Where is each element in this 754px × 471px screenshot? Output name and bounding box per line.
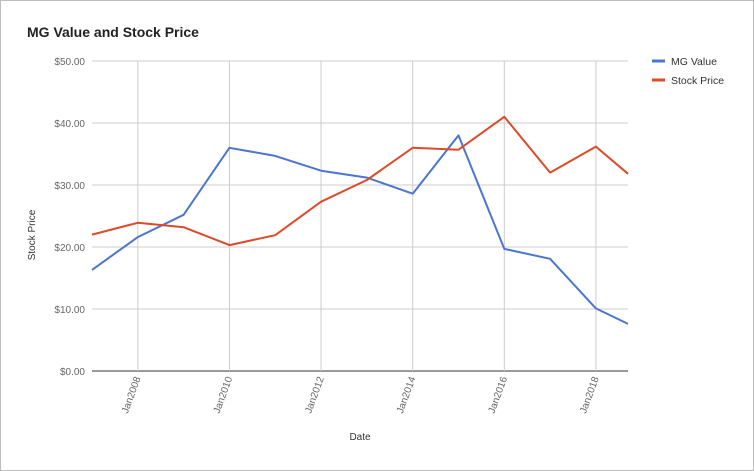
legend-label: MG Value (671, 56, 717, 68)
y-tick-label: $50.00 (54, 57, 85, 68)
x-tick-label: Jan2010 (212, 375, 236, 415)
series-line-mg-value (91, 134, 629, 325)
grid-layer (92, 60, 628, 372)
y-tick-label: $10.00 (54, 305, 85, 316)
x-tick-label: Jan2012 (303, 375, 327, 415)
series-layer (91, 115, 629, 325)
axis-layer: $0.00 $10.00 $20.00 $30.00 $40.00 $50.00 Jan20… (54, 57, 601, 415)
legend: MG Value Stock Price (652, 56, 724, 87)
y-axis-label: Stock Price (27, 209, 38, 260)
x-tick-label: Jan2016 (487, 375, 511, 415)
y-tick-label: $20.00 (54, 243, 85, 254)
series-line-stock-price (91, 115, 629, 247)
x-axis-label: Date (349, 432, 371, 443)
y-tick-label: $0.00 (60, 367, 85, 378)
x-tick-label: Jan2018 (578, 375, 602, 415)
x-tick-label: Jan2014 (395, 375, 419, 415)
legend-label: Stock Price (671, 75, 724, 87)
x-tick-label: Jan2008 (120, 375, 144, 415)
chart-title: MG Value and Stock Price (27, 24, 199, 40)
y-tick-label: $40.00 (54, 119, 85, 130)
y-tick-label: $30.00 (54, 181, 85, 192)
